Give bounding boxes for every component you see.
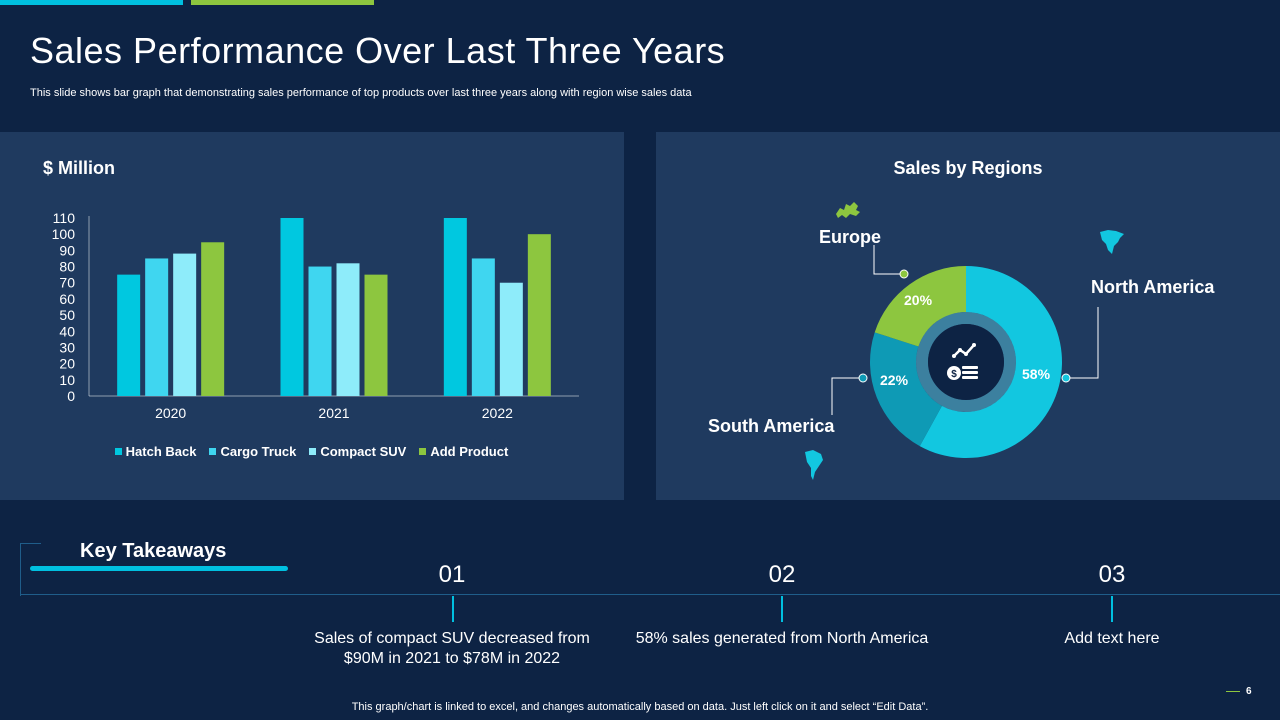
takeaways-bracket	[20, 543, 41, 596]
region-label-south-america: South America	[708, 416, 835, 436]
legend-item: Add Product	[419, 444, 508, 459]
page-number: 6	[1226, 686, 1266, 697]
y-tick-label: 90	[59, 242, 75, 258]
bar-cargo-truck[interactable]	[308, 266, 332, 396]
donut-slices	[870, 266, 1062, 458]
europe-leader-dot	[899, 269, 909, 279]
takeaway-number-2: 02	[768, 561, 796, 588]
donut-inner-ring	[916, 312, 1016, 412]
legend-item: Hatch Back	[114, 444, 197, 459]
x-tick-label: 2022	[482, 405, 513, 421]
y-tick-label: 0	[67, 388, 75, 404]
y-tick-label: 10	[59, 372, 75, 388]
bar-hatch-back[interactable]	[117, 274, 141, 396]
legend-label: Add Product	[430, 444, 509, 459]
south-america-leader-line	[831, 377, 863, 415]
y-tick-label: 80	[59, 259, 75, 275]
regions-panel[interactable]: Sales by Regions $	[656, 132, 1280, 500]
y-tick-label: 60	[59, 291, 75, 307]
takeaway-text-2: 58% sales generated from North America	[635, 630, 929, 647]
page-number-dash	[1226, 691, 1240, 692]
bar-compact-suv[interactable]	[336, 263, 360, 396]
y-tick-label: 40	[59, 323, 75, 339]
north-america-map-icon	[1100, 230, 1124, 254]
page-title: Sales Performance Over Last Three Years	[30, 30, 726, 71]
bar-add-product[interactable]	[364, 274, 388, 396]
bar-chart-panel[interactable]: $ Million 0 10 20 30 40 50 60 70 80 90 100 110 2020 2…	[0, 132, 624, 500]
donut-slice-europe[interactable]	[874, 266, 966, 347]
x-tick-label: 2021	[318, 405, 349, 421]
donut-slice-north-america[interactable]	[919, 266, 1062, 458]
legend-swatch	[114, 448, 122, 455]
bar-add-product[interactable]	[201, 242, 225, 396]
takeaway-number-3: 03	[1098, 561, 1126, 588]
region-label-north-america: North America	[1091, 277, 1215, 297]
takeaways-underline	[30, 566, 288, 571]
y-tick-label: 70	[59, 275, 75, 291]
regions-donut-chart[interactable]: $	[656, 132, 1280, 500]
page-subtitle: This slide shows bar graph that demonstr…	[30, 87, 692, 99]
takeaway-number-1: 01	[438, 561, 466, 588]
bar-hatch-back[interactable]	[280, 218, 304, 396]
south-america-leader-dot	[858, 373, 868, 383]
bar-hatch-back[interactable]	[443, 218, 467, 396]
region-pct-north-america: 58%	[1022, 366, 1051, 382]
takeaway-text-3: Add text here	[1064, 630, 1160, 647]
page-number-text: 6	[1246, 686, 1252, 697]
regions-chart-title: Sales by Regions	[893, 158, 1043, 178]
bar-compact-suv[interactable]	[173, 253, 197, 396]
donut-slice-south-america[interactable]	[870, 332, 942, 447]
legend-swatch	[209, 448, 217, 455]
y-tick-label: 30	[59, 339, 75, 355]
legend-label: Hatch Back	[125, 444, 197, 459]
legend-item: Cargo Truck	[209, 444, 296, 459]
europe-leader-line	[873, 245, 904, 275]
takeaway-tick-2	[781, 596, 783, 622]
footer-note: This graph/chart is linked to excel, and…	[351, 701, 929, 713]
bar-add-product[interactable]	[527, 234, 551, 396]
north-america-leader-line	[1066, 307, 1099, 379]
y-tick-label: 100	[52, 226, 76, 242]
legend-label: Cargo Truck	[220, 444, 297, 459]
x-tick-label: 2020	[155, 405, 186, 421]
legend-item: Compact SUV	[309, 444, 406, 459]
takeaway-text-1: Sales of compact SUV decreased from $90M…	[314, 630, 590, 667]
north-america-leader-dot	[1061, 373, 1071, 383]
y-tick-label: 110	[53, 210, 76, 226]
y-tick-label: 20	[59, 356, 75, 372]
legend-swatch	[309, 448, 317, 455]
bar-compact-suv[interactable]	[499, 282, 523, 396]
south-america-map-icon	[805, 450, 823, 480]
legend-label: Compact SUV	[320, 444, 407, 459]
legend-swatch	[419, 448, 427, 455]
accent-bar-cyan	[0, 0, 183, 5]
region-pct-europe: 20%	[904, 292, 933, 308]
bar-chart-legend: Hatch Back Cargo Truck Compact SUV Add Prod…	[0, 444, 624, 459]
europe-map-icon	[836, 202, 860, 218]
takeaways-title: Key Takeaways	[80, 540, 227, 562]
bar-cargo-truck[interactable]	[471, 258, 495, 396]
money-growth-icon: $	[947, 343, 978, 380]
y-axis-unit-label: $ Million	[43, 158, 115, 178]
svg-text:$: $	[951, 369, 957, 380]
takeaway-tick-3	[1111, 596, 1113, 622]
takeaways-timeline	[20, 594, 1280, 595]
takeaway-tick-1	[452, 596, 454, 622]
region-pct-south-america: 22%	[880, 372, 909, 388]
bar-cargo-truck[interactable]	[145, 258, 169, 396]
accent-bar-green	[191, 0, 374, 5]
donut-center	[928, 324, 1004, 400]
region-label-europe: Europe	[819, 227, 882, 247]
y-tick-label: 50	[59, 307, 75, 323]
